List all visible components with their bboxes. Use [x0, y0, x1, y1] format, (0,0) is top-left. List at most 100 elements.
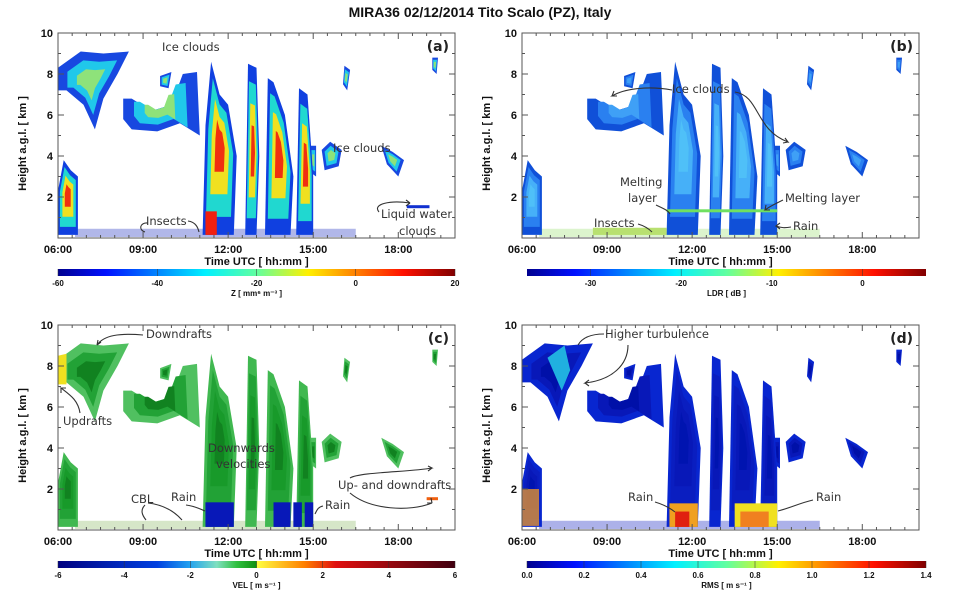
- rain-echo: [304, 502, 314, 527]
- arrow: [774, 222, 792, 230]
- cloud-echo: [897, 353, 901, 361]
- x-tick-label: 15:00: [299, 244, 327, 256]
- cloud-echo: [312, 446, 315, 459]
- annotation-layer: layer: [628, 191, 657, 205]
- x-tick-label: 15:00: [763, 244, 791, 256]
- annotation-downdrafts: Downdrafts: [146, 327, 212, 341]
- cloud-echo: [274, 131, 284, 178]
- colorbar-tick-label: 0.0: [521, 571, 533, 580]
- cloud-echo: [388, 446, 398, 459]
- x-axis-label: Time UTC [ hh:mm ]: [204, 548, 309, 560]
- colorbar-label: LDR [ dB ]: [707, 289, 746, 298]
- x-tick-label: 18:00: [384, 536, 412, 548]
- cloud-echo: [897, 61, 901, 69]
- cloud-echo: [608, 386, 640, 412]
- cloud-echo: [64, 476, 71, 499]
- x-tick-label: 06:00: [508, 244, 536, 256]
- cloud-echo: [163, 369, 168, 376]
- rain-echo: [205, 502, 234, 527]
- y-tick-label: 6: [511, 110, 517, 122]
- annotation-ice-clouds: Ice clouds: [672, 82, 730, 96]
- colorbar-tick-label: -10: [766, 279, 778, 288]
- colorbar-label: Z [ mm⁶ m⁻³ ]: [231, 289, 282, 298]
- cloud-echo: [852, 154, 862, 167]
- annotation-melting: Melting: [620, 175, 663, 189]
- panel-a: 2 4 6 8 10 06:00 09:00 12:00 15:00 18:00 Time UTC …: [17, 28, 460, 298]
- rain-echo: [273, 502, 291, 527]
- cloud-echo: [528, 184, 535, 207]
- y-tick-label: 2: [511, 192, 517, 204]
- colorbar-tick-label: 0.6: [692, 571, 704, 580]
- colorbar-tick-label: -60: [52, 279, 64, 288]
- arrow: [734, 91, 790, 144]
- y-tick-label: 8: [47, 361, 53, 373]
- x-axis-label: Time UTC [ hh:mm ]: [204, 256, 309, 268]
- y-tick-label: 4: [511, 151, 518, 163]
- annotations-d: Higher turbulence Rain Rain: [577, 327, 841, 513]
- annotation-clouds: clouds: [399, 224, 436, 238]
- figure-title: MIRA36 02/12/2014 Tito Scalo (PZ), Italy: [349, 4, 612, 20]
- arrow: [349, 465, 434, 479]
- y-tick-label: 6: [47, 402, 53, 414]
- colorbar-tick-label: -20: [675, 279, 687, 288]
- annotation-ice-clouds-mid: Ice clouds: [333, 141, 391, 155]
- cloud-echo: [627, 369, 632, 376]
- annotation-insects: Insects: [146, 214, 187, 228]
- cloud-echo: [327, 442, 336, 454]
- radar-image: [58, 51, 438, 237]
- x-tick-label: 06:00: [44, 244, 72, 256]
- x-tick-label: 18:00: [848, 536, 876, 548]
- cloud-echo: [791, 442, 800, 454]
- arrow: [187, 220, 200, 233]
- cloud-echo: [302, 142, 309, 187]
- y-tick-label: 6: [47, 110, 53, 122]
- y-tick-label: 8: [511, 361, 517, 373]
- colorbar: [527, 269, 926, 276]
- y-tick-label: 10: [41, 320, 53, 332]
- x-axis-label: Time UTC [ hh:mm ]: [668, 256, 773, 268]
- x-tick-label: 18:00: [384, 244, 412, 256]
- annotation-liquid-water: Liquid water: [381, 207, 452, 221]
- y-tick-label: 2: [47, 192, 53, 204]
- updraft-echo: [426, 497, 438, 501]
- colorbar-tick-label: -2: [187, 571, 195, 580]
- colorbar-tick-label: 0.2: [578, 571, 590, 580]
- y-tick-label: 6: [511, 402, 517, 414]
- arrow: [96, 333, 144, 346]
- cloud-echo: [598, 375, 652, 420]
- annotations-a: Ice clouds Ice clouds Insects Liquid wat…: [140, 40, 452, 238]
- annotations-b: Ice clouds Melting layer Melting layer I…: [594, 82, 860, 233]
- arrow: [577, 333, 605, 346]
- cloud-echo: [808, 72, 812, 83]
- cloud-echo: [433, 61, 437, 69]
- cloud-echo: [76, 69, 106, 101]
- cloud-echo: [163, 77, 168, 84]
- cloud-echo: [791, 150, 800, 162]
- cloud-echo: [250, 125, 255, 177]
- cloud-echo: [134, 375, 188, 420]
- liquid-cloud-echo: [406, 205, 430, 209]
- annotation-rain-right: Rain: [816, 490, 841, 504]
- y-tick-label: 4: [47, 151, 54, 163]
- cloud-echo: [76, 361, 106, 393]
- x-tick-label: 15:00: [763, 536, 791, 548]
- cloud-echo: [627, 77, 632, 84]
- y-axis-label: Height a.g.l. [ km ]: [481, 388, 493, 483]
- panels: 2 4 6 8 10 06:00 09:00 12:00 15:00 18:00 Time UTC …: [17, 28, 932, 590]
- arrow: [314, 505, 324, 515]
- cloud-echo: [214, 119, 225, 172]
- colorbar: [527, 561, 926, 568]
- cloud-echo: [327, 150, 336, 162]
- arrow: [147, 502, 183, 521]
- cloud-echo: [134, 83, 188, 128]
- arrow: [583, 344, 629, 387]
- colorbar-tick-label: 4: [387, 571, 392, 580]
- cloud-echo: [344, 364, 348, 375]
- turbulence-echo: [547, 345, 571, 391]
- rain-echo: [675, 511, 690, 527]
- cloud-echo: [250, 417, 255, 469]
- panel-label: (c): [428, 331, 449, 347]
- annotations-c: Downdrafts Updrafts Downwards velocities…: [59, 327, 451, 521]
- radar-image: [522, 343, 902, 529]
- panel-label: (a): [427, 39, 449, 55]
